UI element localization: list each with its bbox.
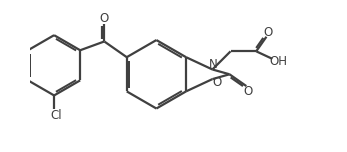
- Text: N: N: [209, 58, 218, 71]
- Text: Cl: Cl: [50, 109, 62, 122]
- Text: O: O: [263, 26, 273, 39]
- Text: O: O: [244, 85, 253, 98]
- Text: O: O: [100, 12, 109, 25]
- Text: O: O: [212, 76, 221, 89]
- Text: OH: OH: [270, 55, 288, 68]
